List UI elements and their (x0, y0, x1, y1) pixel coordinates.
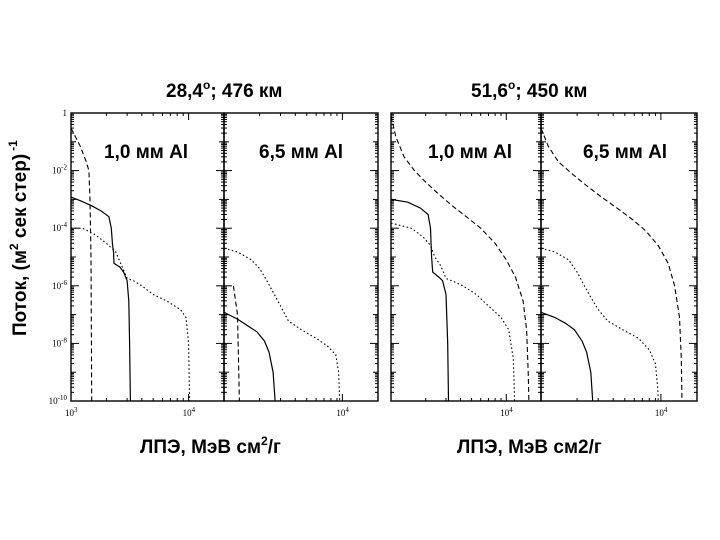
panel-shield-label: 1,0 мм Al (428, 142, 512, 163)
panel-shield-label: 1,0 мм Al (104, 142, 188, 163)
series-dashed-line (70, 127, 93, 402)
x-tick-label: 103 (65, 406, 78, 418)
group-title-left: 28,4о; 476 км (166, 78, 282, 102)
y-tick-label: 10-8 (52, 336, 67, 348)
series-solid-line (390, 198, 450, 402)
series-dotted-line (71, 227, 191, 402)
series-dashed-line (540, 127, 683, 402)
x-axis-label-right: ЛПЭ, МэВ см2/г (457, 437, 602, 458)
series-dotted-line (223, 247, 341, 402)
series-solid-line (223, 311, 276, 402)
series-dotted-line (390, 222, 516, 402)
series-solid-line (70, 196, 131, 402)
y-tick-label: 10-4 (52, 221, 67, 233)
y-tick-label: 1 (63, 108, 68, 118)
y-tick-label: 10-6 (52, 279, 67, 291)
x-tick-label: 104 (500, 406, 513, 418)
panel-shield-label: 6,5 мм Al (259, 142, 343, 163)
x-axis-label-left: ЛПЭ, МэВ см2/г (140, 434, 281, 458)
series-solid-line (540, 311, 594, 402)
series-dotted-line (540, 247, 659, 402)
panel-51-1mm: 104 1,0 мм Al (390, 112, 542, 418)
x-tick-label: 104 (655, 406, 668, 418)
series-dashed-line (390, 115, 530, 402)
x-tick-label: 104 (183, 406, 196, 418)
panel-28-6mm: 104 6,5 мм Al (223, 112, 379, 418)
x-tick-label: 104 (336, 406, 349, 418)
y-axis-label: Поток, (м2 сек стер)-1 (6, 140, 31, 336)
panel-shield-label: 6,5 мм Al (583, 142, 667, 163)
group-title-right: 51,6о; 450 км (471, 78, 587, 102)
series-dashed-line (232, 285, 240, 402)
panel-51-6mm: 104 6,5 мм Al (540, 112, 698, 418)
y-tick-label: 10-2 (52, 164, 67, 176)
y-tick-label: 10-10 (49, 394, 68, 406)
